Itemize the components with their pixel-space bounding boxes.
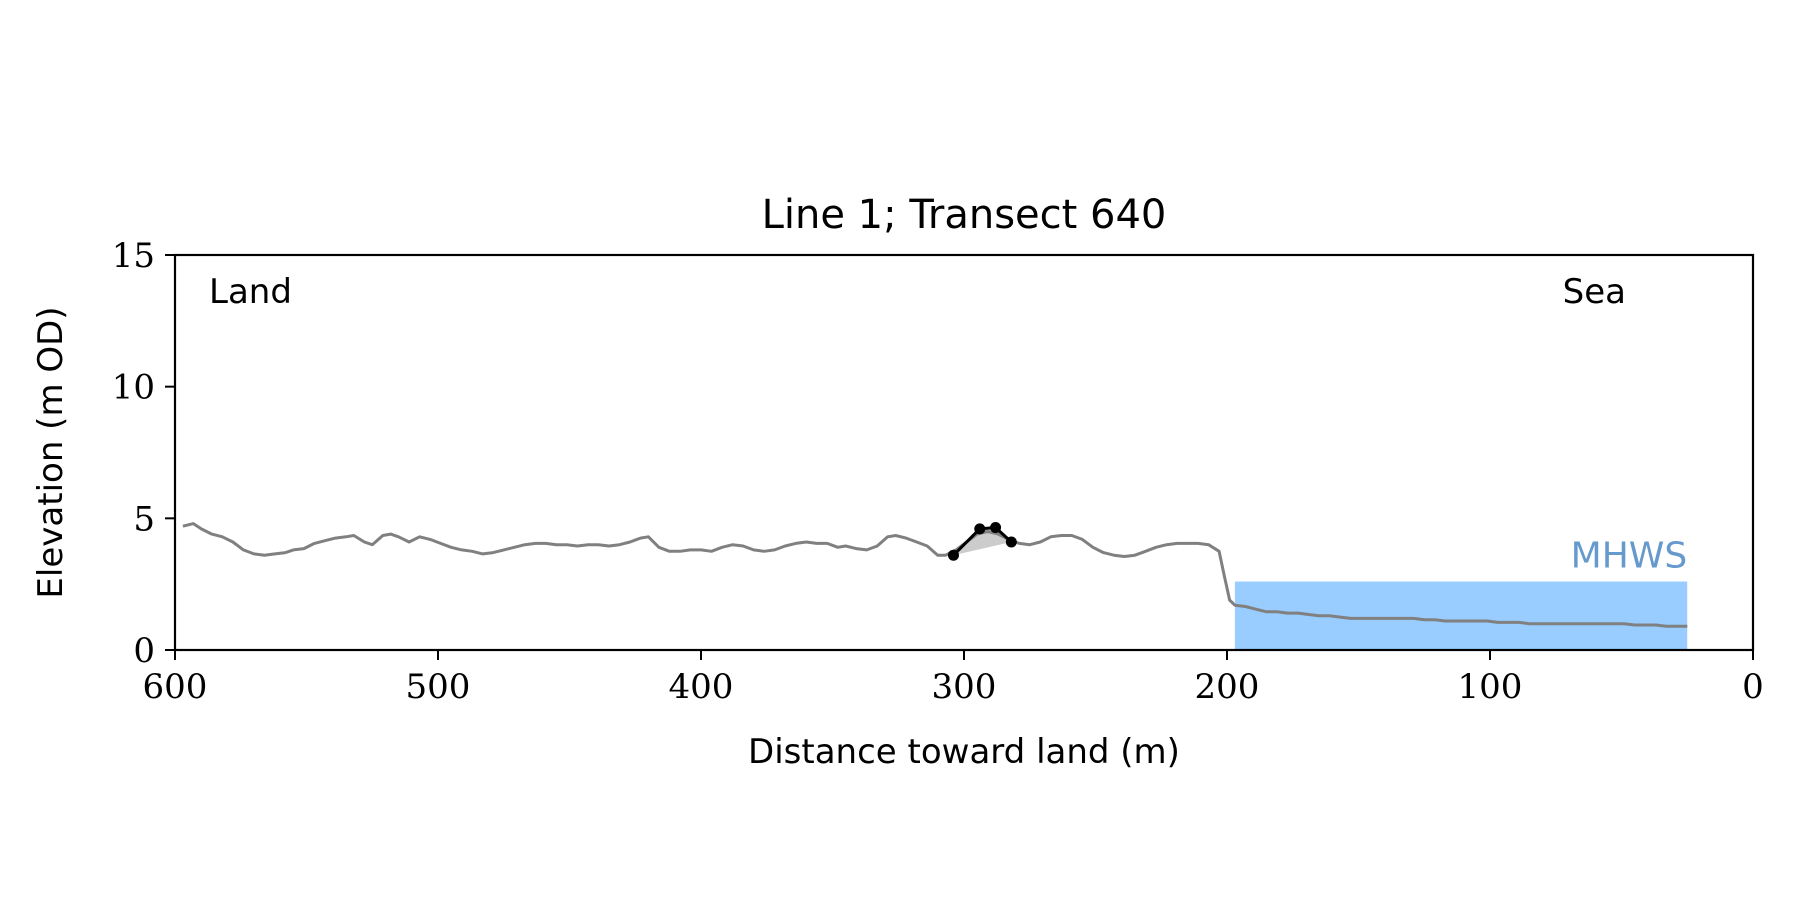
feature-line (952, 526, 1013, 557)
feature-point (1005, 536, 1017, 548)
x-tick-label: 100 (1458, 667, 1523, 707)
land-annotation: Land (209, 272, 292, 312)
x-tick-label: 400 (669, 667, 734, 707)
feature-point (974, 523, 986, 535)
plot-layer (182, 522, 1688, 650)
x-axis-ticks: 600 500 400 300 200 100 0 (143, 650, 1764, 707)
x-tick-label: 300 (932, 667, 997, 707)
y-axis-ticks: 0 5 10 15 (112, 236, 175, 671)
x-tick-label: 0 (1742, 667, 1764, 707)
x-tick-label: 500 (406, 667, 471, 707)
y-tick-label: 5 (133, 499, 155, 539)
y-axis-label: Elevation (m OD) (31, 306, 71, 598)
y-tick-label: 0 (133, 631, 155, 671)
sea-annotation: Sea (1563, 272, 1626, 312)
mhws-band (1234, 581, 1688, 650)
x-tick-label: 200 (1195, 667, 1260, 707)
y-tick-label: 10 (112, 368, 155, 408)
mhws-label: MHWS (1571, 536, 1688, 577)
elevation-profile-line (182, 522, 1688, 628)
feature-point (990, 522, 1002, 534)
y-tick-label: 15 (112, 236, 155, 276)
x-tick-label: 600 (143, 667, 208, 707)
feature-point (947, 549, 959, 561)
chart-title: Line 1; Transect 640 (762, 192, 1167, 238)
x-axis-label: Distance toward land (m) (748, 732, 1180, 772)
